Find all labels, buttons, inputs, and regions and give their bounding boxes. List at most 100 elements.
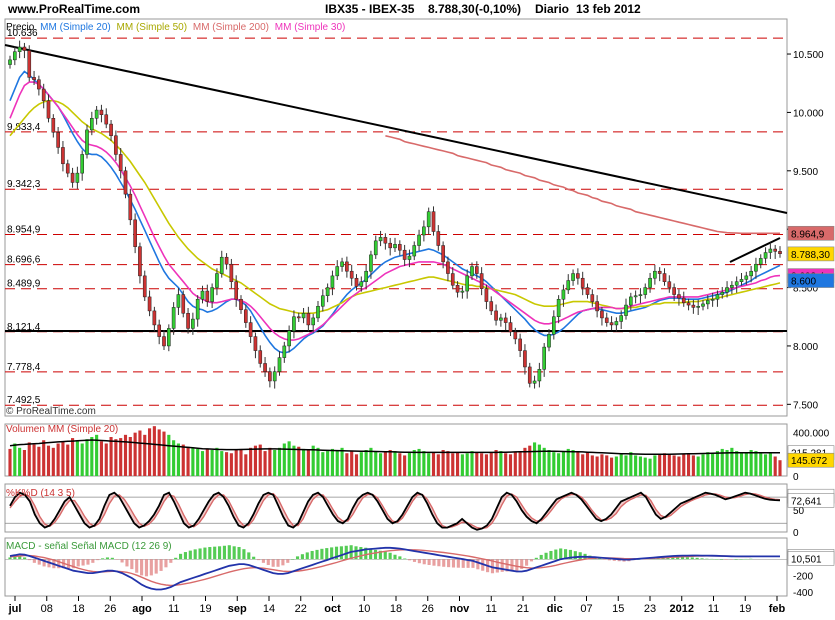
macd-hist-bar [573, 551, 577, 560]
legend-mm50: MM (Simple 50) [117, 22, 188, 33]
price-tick-label: 9.500 [793, 167, 818, 178]
candles [8, 40, 782, 389]
volume-bar [436, 454, 440, 476]
volume-bar [152, 426, 156, 476]
pane-frame-stoch [4, 483, 788, 533]
candle-body [677, 294, 681, 299]
level-label: 8.696,6 [7, 255, 41, 266]
volume-bar [590, 455, 594, 476]
volume-bar [75, 440, 79, 476]
candle-body [662, 273, 667, 282]
macd-hist-bar [300, 554, 304, 560]
volume-bar [557, 453, 561, 476]
candle-body [349, 270, 354, 279]
candle-body [758, 258, 763, 265]
volume-bar [725, 450, 729, 476]
legend-mm30: MM (Simple 30) [275, 22, 346, 33]
macd-hist-bar [564, 549, 568, 560]
candle-body [595, 301, 599, 312]
macd-hist-bar [149, 559, 153, 576]
candle-body [556, 298, 561, 317]
volume-bar [561, 451, 566, 476]
volume-bar [99, 441, 104, 476]
macd-hist-bar [515, 559, 519, 571]
level-label: 7.492,5 [7, 395, 41, 406]
macd-hist-bar [685, 557, 689, 560]
candle-body [12, 51, 17, 61]
candle-body [667, 281, 672, 288]
candle-body [576, 273, 580, 279]
macd-hist-bar [310, 550, 314, 560]
candle-body [470, 266, 474, 277]
candle-body [739, 279, 744, 282]
candle-body [523, 350, 527, 368]
volume-bar [585, 452, 590, 476]
volume-bar [552, 452, 556, 476]
volume-bar [730, 447, 734, 476]
candle-body [200, 290, 205, 300]
candle-body [672, 287, 676, 295]
macd-hist-bar [412, 559, 417, 562]
volume-bar [335, 450, 339, 476]
macd-hist-bar [451, 559, 456, 568]
x-tick-label: 15 [612, 603, 624, 615]
volume-bar [90, 437, 94, 476]
candle-body [619, 315, 624, 322]
candle-body [359, 281, 364, 287]
x-tick-label: 22 [295, 603, 307, 615]
candle-body [89, 118, 94, 131]
macd-hist-bar [120, 559, 124, 563]
x-tick-label: 18 [390, 603, 402, 615]
volume-bar [162, 431, 166, 476]
volume-bar [672, 455, 676, 476]
price-change: (-0,10%) [475, 2, 522, 16]
macd-hist-bar [544, 552, 548, 560]
price-tag-box [787, 246, 835, 262]
candle-body [551, 316, 556, 335]
volume-bar [595, 456, 599, 476]
volume-bar [8, 448, 12, 476]
volume-title: Volumen MM (Simple 20) [6, 424, 118, 435]
volume-bar [301, 448, 306, 476]
candle-body [215, 273, 219, 288]
candle-body [330, 275, 335, 288]
candle-body [628, 296, 633, 306]
macd-hist-bar [705, 558, 709, 560]
volume-bar [181, 444, 185, 476]
candle-body [499, 317, 503, 321]
candle-body [27, 50, 32, 78]
volume-bar [244, 454, 248, 476]
level-label: 8.954,9 [7, 224, 41, 235]
macd-hist-bar [500, 559, 504, 572]
candle-body [239, 298, 243, 310]
candle-body [378, 237, 383, 242]
candle-body [61, 147, 65, 165]
macd-hist-bar [198, 548, 202, 560]
x-tick-label: ago [132, 603, 152, 615]
x-tick-label: 21 [517, 603, 529, 615]
volume-bar [263, 451, 267, 476]
macd-hist-bar [140, 559, 144, 576]
volume-bar [754, 451, 758, 476]
macd-hist-bar [749, 558, 753, 560]
macd-hist-bar [602, 559, 607, 560]
level-label: 8.121,4 [7, 322, 41, 333]
candle-body [128, 193, 133, 221]
macd-hist-bar [442, 559, 446, 567]
volume-bar [119, 438, 123, 476]
level-label: 9.833,4 [7, 122, 41, 133]
volume-bar [172, 440, 176, 476]
site-name[interactable]: www.ProRealTime.com [8, 2, 141, 16]
stoch-title: %K%D (14 3 5) [6, 488, 75, 499]
volume-bar [326, 451, 330, 476]
volume-bar [369, 447, 373, 476]
candle-body [412, 245, 417, 257]
macd-hist-bar [690, 557, 694, 560]
macd-hist-bar [266, 559, 270, 565]
volume-bar [629, 452, 633, 476]
volume-bar [528, 445, 532, 476]
macd-hist-bar [71, 559, 75, 569]
volume-bar [340, 447, 344, 476]
macd-hist-bar [295, 556, 300, 560]
